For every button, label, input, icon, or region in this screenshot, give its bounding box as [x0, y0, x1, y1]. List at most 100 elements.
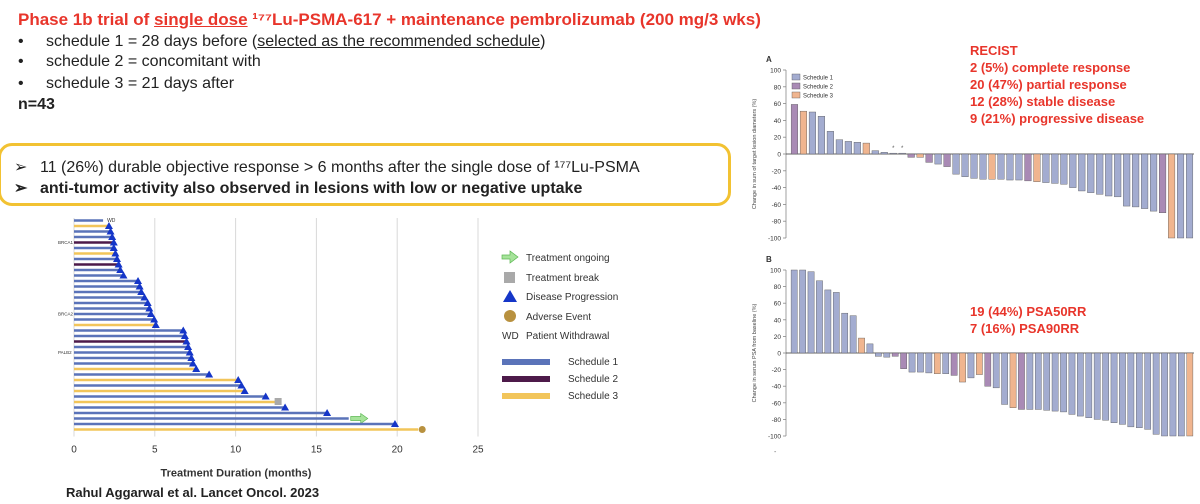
waterfall-bar	[1077, 352, 1084, 417]
adverse-legend-icon	[504, 310, 516, 322]
waterfall-bar	[853, 142, 861, 155]
waterfall-bar	[1034, 352, 1042, 410]
waterfall-bar	[1141, 153, 1149, 209]
y-axis-label: Change in serum PSA from baseline (%)	[752, 303, 758, 402]
swimmer-plot: 0 5 10 15 20 25 Treatment Duration (months) WD B…	[58, 218, 484, 480]
waterfall-bar	[925, 153, 933, 163]
x-tick-label: 10	[230, 445, 242, 456]
progression-marker	[188, 359, 197, 367]
waterfall-bar	[1078, 153, 1086, 192]
progression-marker	[109, 238, 118, 246]
progression-marker	[109, 244, 118, 251]
progression-marker	[146, 310, 155, 317]
waterfall-chart-psa: B 100 80 60 40 20 0 -20 -40 -60 -80 -100 Change in s…	[752, 255, 1194, 456]
highlight-box	[0, 143, 731, 206]
waterfall-bar	[917, 352, 924, 373]
waterfall-bar	[1033, 153, 1041, 182]
progression-marker	[323, 409, 332, 416]
waterfall-bar	[891, 352, 899, 357]
y-tick-label: -100	[768, 236, 781, 243]
arrow-marker-icon: ➢	[14, 180, 28, 197]
psa-line: 7 (16%) PSA90RR	[970, 321, 1080, 336]
progression-marker	[182, 337, 191, 345]
waterfall-bar	[988, 153, 996, 180]
waterfall-bar	[1144, 352, 1152, 430]
bullet-text: schedule 2 = concomitant with	[46, 53, 261, 70]
legend-label: WD	[502, 331, 519, 342]
progression-marker	[180, 332, 189, 339]
schedule-legend-swatch	[502, 376, 550, 382]
waterfall-bar	[844, 141, 852, 155]
highlight-line-1: ➢ 11 (26%) durable objective response > 6…	[14, 157, 640, 177]
waterfall-bar	[970, 153, 978, 179]
bar-marker: *	[901, 146, 904, 152]
waterfall-bar	[875, 352, 882, 357]
waterfall-bar	[841, 312, 849, 354]
progression-marker	[135, 282, 144, 290]
y-tick-label: 20	[774, 334, 782, 341]
progression-marker	[116, 266, 125, 273]
x-tick-label: 25	[472, 445, 484, 456]
waterfall-bar	[1132, 153, 1140, 208]
waterfall-bar	[1102, 352, 1109, 421]
progression-marker	[151, 321, 160, 328]
progression-marker	[111, 249, 120, 257]
y-tick-label: -20	[772, 367, 782, 374]
waterfall-bar	[1060, 352, 1067, 413]
y-tick-label: -100	[768, 434, 781, 441]
progression-marker	[108, 233, 117, 240]
progression-marker	[137, 288, 146, 295]
waterfall-bar	[959, 352, 966, 383]
waterfall-bar	[1068, 352, 1076, 415]
arrow-marker-icon: ➢	[14, 159, 28, 176]
progression-marker	[185, 348, 194, 356]
waterfall-bar	[1110, 352, 1118, 423]
recist-line: 9 (21%) progressive disease	[970, 111, 1145, 126]
waterfall-bar	[943, 153, 951, 167]
progression-marker	[240, 387, 249, 394]
y-tick-label: -80	[772, 219, 782, 226]
highlight-text: 11 (26%) durable objective response > 6 …	[40, 159, 640, 176]
waterfall-bar	[1177, 153, 1185, 239]
waterfall-bar	[799, 269, 806, 354]
y-tick-label: -60	[772, 202, 782, 209]
y-tick-label: 80	[774, 284, 782, 291]
waterfall-bar	[1159, 153, 1167, 213]
waterfall-bar	[1169, 352, 1177, 437]
x-tick-label: 20	[392, 445, 404, 456]
waterfall-bar	[908, 352, 916, 373]
waterfall-legend-label: Schedule 2	[803, 85, 834, 91]
progression-marker	[150, 315, 159, 323]
waterfall-bar	[1051, 352, 1059, 412]
progression-marker	[281, 403, 290, 411]
y-tick-label: -20	[772, 168, 782, 175]
waterfall-bar	[1069, 153, 1077, 188]
row-label: BRCA1	[58, 240, 74, 245]
waterfall-bar	[967, 352, 975, 379]
break-legend-icon	[504, 272, 515, 283]
ongoing-legend-icon	[501, 250, 519, 264]
x-tick-label: 5	[152, 445, 158, 456]
waterfall-bar	[1161, 352, 1168, 437]
waterfall-bar	[1152, 352, 1160, 435]
y-tick-label: 80	[774, 84, 782, 91]
y-axis-label: Change in sum of target lesion diameters…	[752, 99, 758, 210]
bar-marker: *	[892, 146, 895, 152]
waterfall-bar	[925, 352, 933, 374]
bullet-marker: •	[18, 53, 24, 70]
waterfall-bar	[1135, 352, 1143, 428]
progression-marker	[179, 326, 188, 334]
waterfall-bar	[808, 111, 816, 155]
progression-marker	[261, 392, 270, 400]
row-label: BRCA2	[58, 312, 74, 317]
waterfall-bar	[790, 269, 798, 354]
bullet-marker: •	[18, 33, 24, 50]
y-tick-label: -40	[772, 384, 782, 391]
bullet-underlined: selected as the recommended schedule	[257, 33, 541, 50]
citation: Rahul Aggarwal et al. Lancet Oncol. 2023	[66, 485, 320, 500]
waterfall-bar	[807, 271, 815, 354]
waterfall-bar	[1150, 153, 1158, 212]
waterfall-bar	[997, 153, 1005, 180]
progression-marker	[134, 277, 143, 284]
waterfall-bar	[816, 280, 823, 354]
